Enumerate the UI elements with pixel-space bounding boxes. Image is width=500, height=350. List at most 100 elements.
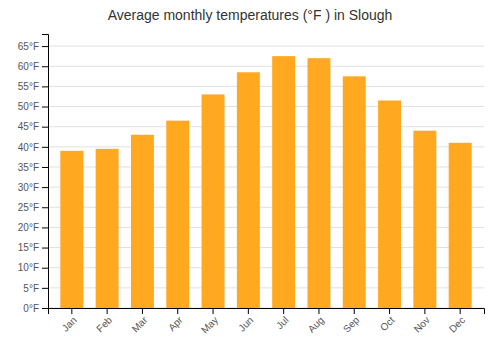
x-tick: Mar [130,308,150,334]
y-tick-label: 50°F [18,101,39,112]
y-tick-label: 40°F [18,142,39,153]
x-tick-mark [142,308,143,314]
grid [48,46,484,308]
y-tick-label: 15°F [18,242,39,253]
bar [307,58,330,308]
bar [449,143,472,308]
bars [60,56,471,308]
y-tick-mark [42,207,48,208]
bar [378,100,401,308]
y-tick-mark [42,86,48,87]
y-tick-mark [42,127,48,128]
x-tick: Jul [274,308,291,331]
x-tick-mark [424,308,425,314]
x-tick: Feb [94,308,114,334]
grid-line [48,66,484,67]
x-tick-label: Feb [94,314,114,334]
grid-line [48,86,484,87]
x-tick-mark [177,308,178,314]
x-axis-line [49,309,485,315]
y-tick-label: 35°F [18,162,39,173]
x-tick-label: Apr [166,314,185,333]
x-tick-mark [71,308,72,314]
y-tick-label: 20°F [18,222,39,233]
y-tick-mark [42,187,48,188]
x-tick: Aug [306,308,326,335]
plot: 0°F 5°F 10°F 15°F 20°F 25°F 30°F 35°F 40°F 45°F 50… [18,35,485,336]
x-tick-label: Oct [378,314,397,333]
grid-line [48,126,484,127]
y-tick-mark [42,107,48,108]
x-tick: Dec [447,308,467,335]
y-tick-mark [42,46,48,47]
y-tick: 25°F [18,202,48,213]
y-tick-mark [42,147,48,148]
x-tick-mark [107,308,108,314]
y-tick: 20°F [18,222,48,233]
bar [272,56,295,308]
y-tick: 0°F [23,303,48,314]
x-tick: Jun [236,308,255,334]
y-tick-mark [42,308,48,309]
y-tick-label: 65°F [18,41,39,52]
y-tick-mark [42,288,48,289]
y-tick: 40°F [18,142,48,153]
y-tick: 5°F [23,283,48,294]
x-tick-mark [248,308,249,314]
y-tick: 65°F [18,41,48,52]
title: Average monthly temperatures (°F ) in Sl… [108,7,393,23]
y-tick: 30°F [18,182,48,193]
y-tick: 50°F [18,101,48,112]
bar [343,76,366,308]
x-tick-label: Sep [341,314,362,335]
x-tick-mark [354,308,355,314]
x-tick-label: May [199,314,220,335]
y-axis-line [42,35,49,309]
chart: 0°F 5°F 10°F 15°F 20°F 25°F 30°F 35°F 40°F 45°F 50… [0,0,500,350]
y-tick: 60°F [18,61,48,72]
bar [202,94,225,308]
bar [413,131,436,308]
x-tick-mark [213,308,214,314]
x-tick-label: Mar [130,314,150,334]
x-tick-label: Jan [60,314,79,333]
x-tick: Sep [341,308,362,335]
bar [60,151,83,308]
x-tick-label: Dec [447,314,467,334]
bar [96,149,119,308]
x-tick-label: Aug [306,314,326,334]
y-tick-mark [42,66,48,67]
x-tick-mark [318,308,319,314]
grid-line [48,106,484,107]
x-tick-mark [389,308,390,314]
x-tick-label: Jun [236,314,255,333]
y-tick: 55°F [18,81,48,92]
y-tick-label: 45°F [18,121,39,132]
bar [237,72,260,308]
y-tick-mark [42,227,48,228]
y-tick-label: 5°F [23,283,39,294]
y-tick: 35°F [18,162,48,173]
y-tick-label: 0°F [23,303,39,314]
y-tick-label: 10°F [18,262,39,273]
x-tick-label: Jul [274,314,291,331]
x-tick-mark [283,308,284,314]
y-tick: 10°F [18,262,48,273]
y-tick-mark [42,167,48,168]
bar [166,121,189,308]
y-tick: 15°F [18,242,48,253]
x-tick-mark [460,308,461,314]
x-axis: Jan Feb Mar Apr May Jun Jul Aug Sep Oct Nov Dec [49,308,485,336]
grid-line [48,46,484,47]
y-tick: 45°F [18,121,48,132]
x-tick: Apr [166,308,185,333]
x-tick-label: Nov [412,314,432,334]
bar [131,135,154,308]
y-axis: 0°F 5°F 10°F 15°F 20°F 25°F 30°F 35°F 40°F 45°F 50… [18,35,49,314]
x-tick: Oct [378,308,397,333]
y-tick-mark [42,268,48,269]
y-tick-mark [42,248,48,249]
y-tick-label: 55°F [18,81,39,92]
y-tick-label: 30°F [18,182,39,193]
y-tick-label: 60°F [18,61,39,72]
